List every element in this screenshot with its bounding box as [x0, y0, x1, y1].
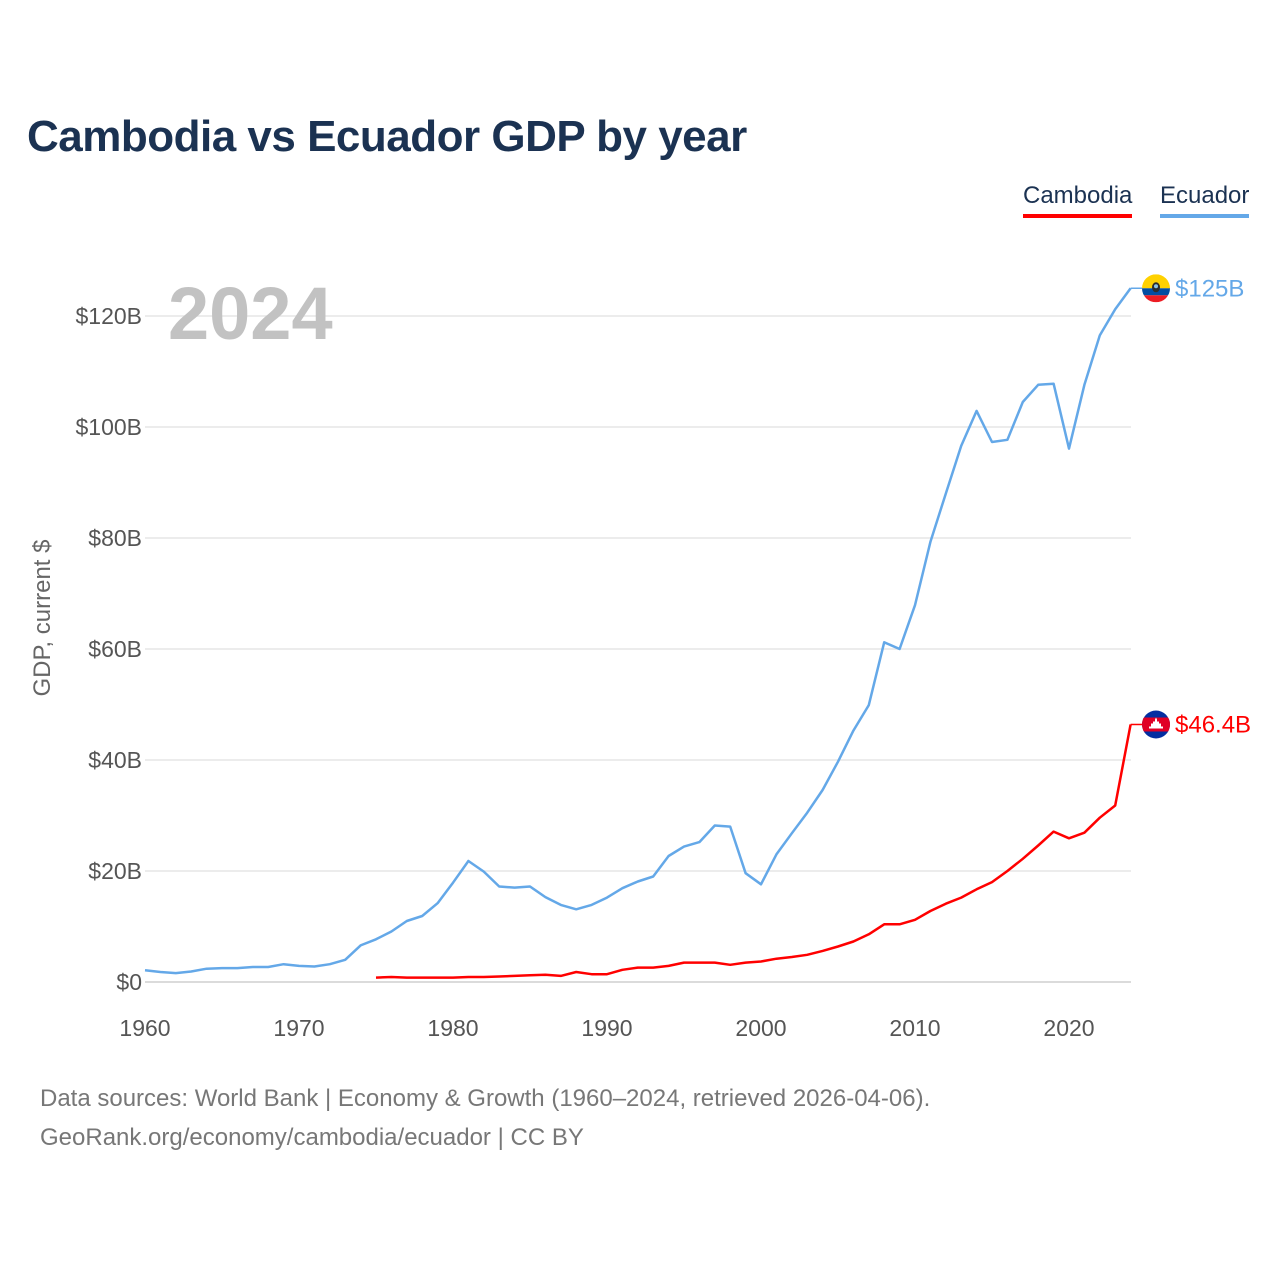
y-axis-label: GDP, current $ [29, 540, 56, 697]
cambodia-end-label: $46.4B [1175, 712, 1251, 739]
ecuador-flag-icon [1142, 274, 1170, 303]
series-line-cambodia[interactable] [375, 724, 1132, 979]
ecuador-end-label: $125B [1175, 275, 1244, 302]
y-tick-label: $120B [75, 303, 142, 329]
y-tick-label: $20B [88, 858, 142, 884]
x-tick-label: 2010 [889, 1015, 940, 1041]
x-tick-label: 1960 [119, 1015, 170, 1041]
year-watermark: 2024 [168, 272, 333, 355]
x-tick-label: 1990 [581, 1015, 632, 1041]
y-tick-label: $40B [88, 747, 142, 773]
x-tick-label: 1970 [273, 1015, 324, 1041]
y-tick-label: $0 [116, 969, 142, 995]
y-tick-label: $60B [88, 636, 142, 662]
y-tick-label: $100B [75, 414, 142, 440]
x-tick-label: 2020 [1043, 1015, 1094, 1041]
legend-item-cambodia[interactable]: Cambodia [1023, 182, 1133, 218]
x-tick-label: 1980 [427, 1015, 478, 1041]
legend-item-ecuador[interactable]: Ecuador [1160, 182, 1250, 218]
series-line-ecuador[interactable] [144, 287, 1132, 975]
footer-sources: Data sources: World Bank | Economy & Gro… [40, 1085, 931, 1112]
x-tick-label: 2000 [735, 1015, 786, 1041]
cambodia-flag-icon [1142, 710, 1170, 739]
footer-attribution[interactable]: GeoRank.org/economy/cambodia/ecuador | C… [40, 1124, 584, 1151]
chart-title: Cambodia vs Ecuador GDP by year [27, 112, 747, 161]
y-tick-label: $80B [88, 525, 142, 551]
